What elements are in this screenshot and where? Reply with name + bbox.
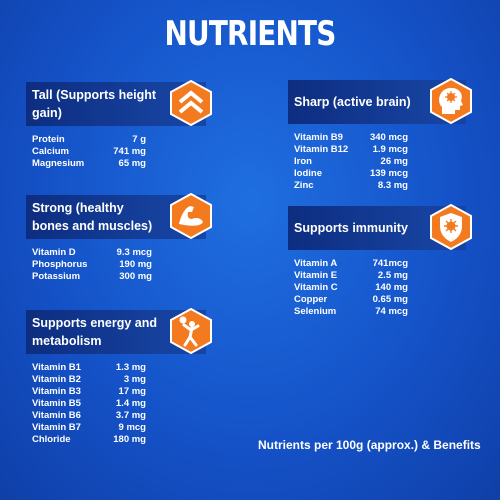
nutrient-row: Magnesium 65 mg	[32, 158, 146, 169]
nutrient-row: Vitamin B1 1.3 mg	[32, 362, 146, 373]
nutrient-row: Vitamin B7 9 mcg	[32, 422, 146, 433]
section-banner: Supports energy and metabolism	[26, 308, 212, 354]
brain-head-icon	[430, 78, 472, 124]
section-immunity: Supports immunity Vitamin A 741mcg Vitami…	[288, 204, 472, 318]
nutrient-row: Iron 26 mg	[294, 156, 408, 167]
nutrient-row: Vitamin B6 3.7 mg	[32, 410, 146, 421]
page-title: NUTRIENTS	[164, 14, 337, 54]
section-banner: Strong (healthy bones and muscles)	[26, 193, 212, 239]
section-banner: Sharp (active brain)	[288, 78, 472, 124]
nutrient-row: Vitamin B5 1.4 mg	[32, 398, 146, 409]
section-sharp: Sharp (active brain) Vitamin B9 340 mcg V…	[288, 78, 472, 192]
nutrient-row: Vitamin A 741mcg	[294, 258, 408, 269]
nutrient-row: Vitamin B9 340 mcg	[294, 132, 408, 143]
section-banner: Supports immunity	[288, 204, 472, 250]
nutrient-row: Chloride 180 mg	[32, 434, 146, 445]
nutrient-row: Potassium 300 mg	[32, 271, 152, 282]
section-energy: Supports energy and metabolism Vitamin B…	[26, 308, 212, 446]
sports-player-icon	[170, 308, 212, 354]
chevrons-up-icon	[170, 80, 212, 126]
section-title: Supports immunity	[294, 221, 408, 235]
section-title: Sharp (active brain)	[294, 95, 411, 109]
nutrient-row: Iodine 139 mcg	[294, 168, 408, 179]
shield-virus-icon	[430, 204, 472, 250]
nutrient-row: Selenium 74 mcg	[294, 306, 408, 317]
nutrient-row: Phosphorus 190 mg	[32, 259, 152, 270]
section-title: Supports energy and metabolism	[32, 316, 158, 348]
section-title: Tall (Supports height gain)	[32, 88, 157, 120]
nutrient-row: Vitamin B3 17 mg	[32, 386, 146, 397]
nutrient-row: Vitamin C 140 mg	[294, 282, 408, 293]
section-title: Strong (healthy bones and muscles)	[32, 201, 153, 233]
footer-caption: Nutrients per 100g (approx.) & Benefits	[258, 438, 481, 452]
section-banner: Tall (Supports height gain)	[26, 80, 212, 126]
flexed-arm-icon	[170, 193, 212, 239]
section-strong: Strong (healthy bones and muscles) Vitam…	[26, 193, 212, 283]
nutrient-row: Calcium 741 mg	[32, 146, 146, 157]
nutrient-row: Vitamin B2 3 mg	[32, 374, 146, 385]
section-tall: Tall (Supports height gain) Protein 7 g C…	[26, 80, 212, 170]
nutrient-row: Vitamin D 9.3 mcg	[32, 247, 152, 258]
nutrient-row: Vitamin B12 1.9 mcg	[294, 144, 408, 155]
nutrient-row: Copper 0.65 mg	[294, 294, 408, 305]
nutrient-row: Zinc 8.3 mg	[294, 180, 408, 191]
nutrient-row: Vitamin E 2.5 mg	[294, 270, 408, 281]
nutrient-row: Protein 7 g	[32, 134, 146, 145]
